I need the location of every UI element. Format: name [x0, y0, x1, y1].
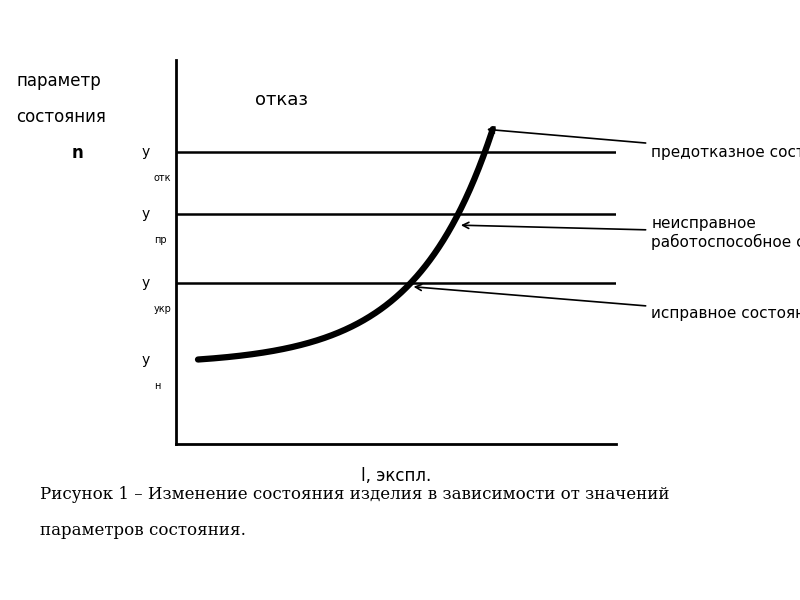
- Text: отказ: отказ: [255, 91, 308, 109]
- Text: исправное состояние: исправное состояние: [415, 284, 800, 321]
- Text: у: у: [142, 276, 150, 290]
- Text: параметров состояния.: параметров состояния.: [40, 522, 246, 539]
- Text: состояния: состояния: [16, 108, 106, 126]
- Text: укр: укр: [154, 304, 172, 314]
- Text: n: n: [72, 144, 84, 162]
- Text: н: н: [154, 380, 160, 391]
- Text: параметр: параметр: [16, 72, 101, 90]
- Text: предотказное состояние: предотказное состояние: [489, 127, 800, 160]
- Text: отк: отк: [154, 173, 171, 183]
- Text: у: у: [142, 353, 150, 367]
- Text: l, экспл.: l, экспл.: [361, 467, 431, 485]
- Text: у: у: [142, 206, 150, 221]
- Text: неисправное
работоспособное состояние: неисправное работоспособное состояние: [462, 216, 800, 250]
- Text: Рисунок 1 – Изменение состояния изделия в зависимости от значений: Рисунок 1 – Изменение состояния изделия …: [40, 486, 670, 503]
- Text: у: у: [142, 145, 150, 159]
- Text: пр: пр: [154, 235, 166, 245]
